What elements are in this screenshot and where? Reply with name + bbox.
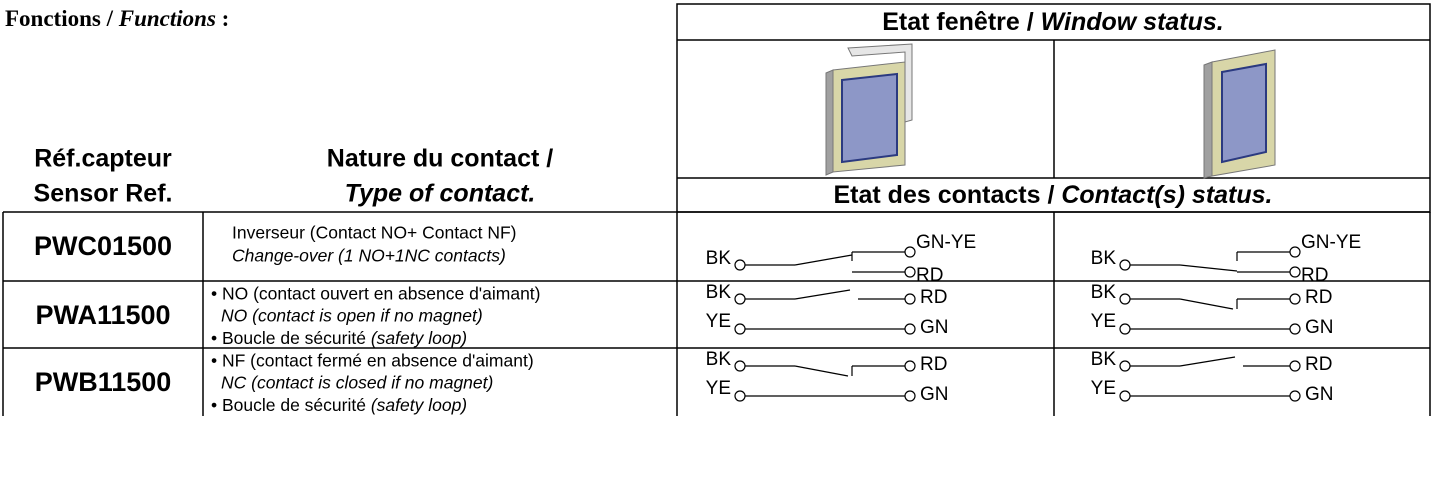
- wire-label: RD: [920, 287, 947, 308]
- description-part: (safety loop): [371, 395, 467, 415]
- column-header: Réf.capteur: [34, 145, 172, 173]
- column-header: Nature du contact /: [327, 145, 553, 173]
- description-line: NC (contact is closed if no magnet): [221, 373, 493, 393]
- wire-label: YE: [706, 311, 731, 332]
- terminal: [904, 293, 916, 305]
- wire-label: RD: [916, 265, 943, 286]
- terminal: [1289, 323, 1301, 335]
- sensor-ref: PWA11500: [35, 300, 170, 330]
- description-line: • NO (contact ouvert en absence d'aimant…: [211, 284, 541, 304]
- page-title: Fonctions / Functions :: [5, 6, 229, 31]
- title-en: Functions: [118, 6, 216, 31]
- wire-label: YE: [1091, 378, 1116, 399]
- terminal: [1119, 259, 1131, 271]
- terminal: [904, 390, 916, 402]
- wire-label: BK: [1091, 282, 1117, 303]
- wire-label: RD: [920, 354, 947, 375]
- terminal: [1289, 246, 1301, 258]
- description-line: NO (contact is open if no magnet): [221, 306, 483, 326]
- wire-label: BK: [1091, 349, 1117, 370]
- terminal: [734, 259, 746, 271]
- contact-diagram: BK RD YE GN: [706, 282, 949, 338]
- wire-label: BK: [1091, 248, 1117, 269]
- wire: [794, 289, 851, 300]
- wire-label: RD: [1301, 265, 1328, 286]
- contact-diagram: BK GN-YE RD: [1091, 232, 1362, 286]
- wire-label: RD: [1305, 354, 1332, 375]
- column-header: Etat fenêtre / Window status.: [882, 8, 1224, 36]
- terminal: [734, 323, 746, 335]
- window-open-icon: [825, 43, 913, 176]
- wire: [1179, 356, 1236, 367]
- contact-diagram: BK GN-YE RD: [706, 232, 977, 286]
- title-fr: Fonctions /: [5, 6, 114, 31]
- header-fr: Etat fenêtre /: [882, 8, 1033, 36]
- description-line: • NF (contact fermé en absence d'aimant): [211, 351, 534, 371]
- wire: [794, 254, 853, 266]
- header-en: Contact(s) status.: [1061, 181, 1272, 209]
- table-borders: [2, 3, 1431, 416]
- terminal: [1119, 293, 1131, 305]
- column-header: Etat des contacts / Contact(s) status.: [834, 181, 1273, 209]
- wire-label: GN: [1305, 317, 1334, 338]
- terminal: [904, 360, 916, 372]
- terminal: [1119, 360, 1131, 372]
- wire-label: YE: [1091, 311, 1116, 332]
- sensor-ref: PWB11500: [35, 367, 172, 397]
- description-part: (safety loop): [371, 328, 467, 348]
- wire-label: GN-YE: [1301, 232, 1361, 253]
- window-closed-icon: [1203, 49, 1276, 179]
- sensor-ref: PWC01500: [34, 231, 172, 261]
- terminal: [734, 293, 746, 305]
- terminal: [904, 246, 916, 258]
- contact-diagram: BK RD YE GN: [1091, 282, 1334, 338]
- terminal: [904, 323, 916, 335]
- title-suffix: :: [222, 6, 230, 31]
- description-line: Inverseur (Contact NO+ Contact NF): [232, 223, 516, 243]
- terminal: [1119, 390, 1131, 402]
- terminal: [1119, 323, 1131, 335]
- terminal: [1289, 360, 1301, 372]
- column-header: Sensor Ref.: [34, 180, 173, 208]
- wire: [794, 365, 849, 377]
- column-header: Type of contact.: [345, 180, 536, 208]
- wire-label: GN: [1305, 384, 1334, 405]
- wire-label: GN: [920, 317, 949, 338]
- header-en: Window status.: [1041, 8, 1224, 36]
- wire: [1179, 264, 1238, 272]
- wire-label: RD: [1305, 287, 1332, 308]
- description-line: Change-over (1 NO+1NC contacts): [232, 246, 506, 266]
- wire-label: GN-YE: [916, 232, 976, 253]
- terminal: [904, 266, 916, 278]
- description-part: • Boucle de sécurité: [211, 328, 366, 348]
- terminal: [1289, 390, 1301, 402]
- description-line: • Boucle de sécurité (safety loop): [211, 328, 467, 348]
- wire-label: BK: [706, 349, 732, 370]
- description-part: • Boucle de sécurité: [211, 395, 366, 415]
- wire-label: YE: [706, 378, 731, 399]
- terminal: [1289, 293, 1301, 305]
- terminal: [1289, 266, 1301, 278]
- contact-diagram: BK RD YE GN: [706, 349, 949, 405]
- wire-label: GN: [920, 384, 949, 405]
- terminal: [734, 390, 746, 402]
- wire-label: BK: [706, 282, 732, 303]
- header-fr: Etat des contacts /: [834, 181, 1055, 209]
- description-line: • Boucle de sécurité (safety loop): [211, 395, 467, 415]
- terminal: [734, 360, 746, 372]
- wire-label: BK: [706, 248, 732, 269]
- contact-diagram: BK RD YE GN: [1091, 349, 1334, 405]
- wire: [1179, 298, 1234, 310]
